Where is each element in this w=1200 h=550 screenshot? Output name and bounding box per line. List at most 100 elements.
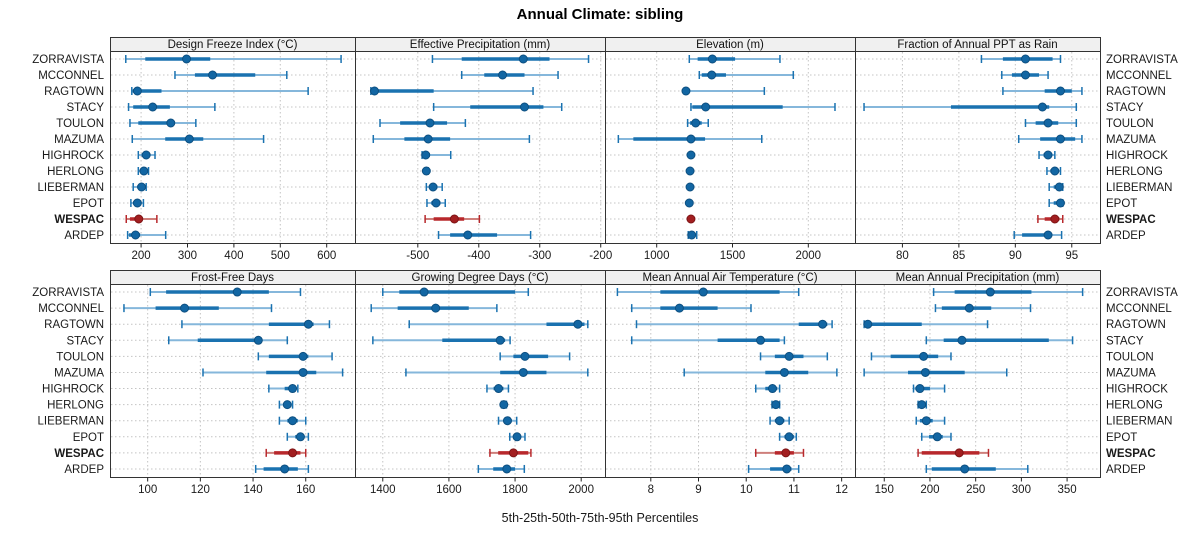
median-dot — [134, 214, 144, 224]
median-dot — [280, 464, 290, 474]
x-tick-label: 1600 — [436, 484, 462, 496]
station-label-right-stacy: STACY — [1106, 335, 1144, 347]
series-stacy — [925, 335, 1074, 345]
station-label-left-zorravista: ZORRAVISTA — [32, 287, 104, 299]
x-tick-label: 12 — [835, 484, 848, 496]
x-tick-label: 90 — [1009, 250, 1022, 262]
x-tick-label: 600 — [317, 250, 336, 262]
station-label-right-epot: EPOT — [1106, 198, 1137, 210]
median-dot — [518, 367, 528, 377]
median-dot — [520, 102, 530, 112]
series-zorravista — [980, 54, 1062, 64]
median-dot — [508, 448, 518, 458]
median-dot — [425, 118, 435, 128]
station-labels-right: ZORRAVISTA MCCONNEL RAGTOWN STACY TOULON MAZU… — [1106, 54, 1178, 242]
station-label-left-ardep: ARDEP — [64, 230, 104, 242]
median-dot — [921, 416, 931, 426]
panel-plot-area — [605, 51, 856, 244]
series-epot — [920, 432, 952, 442]
panel-strip-title: Design Freeze Index (°C) — [168, 39, 298, 51]
x-tick-label: 200 — [920, 484, 939, 496]
station-label-left-mcconnel: MCCONNEL — [38, 70, 104, 82]
panel-grid — [111, 52, 354, 242]
series-epot — [778, 432, 798, 442]
median-dot — [686, 150, 696, 160]
station-label-left-toulon: TOULON — [56, 118, 104, 130]
series-wespac — [125, 214, 158, 224]
median-dot — [166, 118, 176, 128]
median-dot — [957, 335, 967, 345]
median-dot — [920, 367, 930, 377]
median-dot — [253, 335, 263, 345]
series-toulon — [870, 351, 952, 361]
series-toulon — [499, 351, 571, 361]
station-label-right-ragtown: RAGTOWN — [1106, 86, 1166, 98]
series-lieberman — [497, 416, 518, 426]
median-dot — [707, 54, 717, 64]
median-dot — [139, 166, 149, 176]
median-dot — [184, 134, 194, 144]
median-dot — [1020, 70, 1030, 80]
x-tick-label: 400 — [224, 250, 243, 262]
series-highrock — [268, 384, 299, 394]
median-dot — [295, 432, 305, 442]
series-herlong — [421, 166, 431, 176]
series-stacy — [372, 335, 511, 345]
series-highrock — [686, 150, 696, 160]
panel-strip-title: Mean Annual Air Temperature (°C) — [642, 272, 817, 284]
x-tick-label: 9 — [695, 484, 701, 496]
panel-strip-title: Mean Annual Precipitation (mm) — [896, 272, 1060, 284]
station-label-left-lieberman: LIEBERMAN — [38, 416, 104, 428]
station-label-left-herlong: HERLONG — [47, 166, 104, 178]
median-dot — [423, 134, 433, 144]
station-label-right-stacy: STACY — [1106, 102, 1144, 114]
station-label-right-highrock: HIGHROCK — [1106, 150, 1168, 162]
x-tick-label: 10 — [740, 484, 753, 496]
series-zorravista — [149, 287, 302, 297]
median-dot — [1050, 214, 1060, 224]
station-label-left-wespac: WESPAC — [54, 214, 104, 226]
station-label-right-highrock: HIGHROCK — [1106, 384, 1168, 396]
station-label-left-mazuma: MAZUMA — [54, 134, 104, 146]
median-dot — [1043, 118, 1053, 128]
series-wespac — [1037, 214, 1064, 224]
series-ardep — [477, 464, 526, 474]
station-label-right-epot: EPOT — [1106, 432, 1137, 444]
x-tick-label: 150 — [875, 484, 894, 496]
x-tick-label: 100 — [138, 484, 157, 496]
station-labels-left: ZORRAVISTA MCCONNEL RAGTOWN STACY TOULON MAZU… — [32, 287, 104, 476]
median-dot — [818, 319, 828, 329]
series-zorravista — [125, 54, 342, 64]
median-dot — [685, 166, 695, 176]
series-ardep — [254, 464, 310, 474]
x-axis: 200 300 400 500 600 — [131, 243, 336, 262]
x-axis: -500 -400 -300 -200 — [406, 243, 612, 262]
median-dot — [288, 416, 298, 426]
series-mcconnel — [934, 303, 1032, 313]
series-mazuma — [617, 134, 763, 144]
series-epot — [684, 198, 694, 208]
median-dot — [1043, 150, 1053, 160]
x-axis: 8 9 10 11 12 — [648, 477, 848, 496]
median-dot — [463, 230, 473, 240]
median-dot — [1020, 54, 1030, 64]
x-tick-label: 1000 — [644, 250, 670, 262]
series-epot — [130, 198, 145, 208]
median-dot — [701, 102, 711, 112]
station-label-left-highrock: HIGHROCK — [42, 150, 104, 162]
series-highrock — [137, 150, 156, 160]
station-label-right-lieberman: LIEBERMAN — [1106, 182, 1172, 194]
series-lieberman — [132, 182, 147, 192]
station-label-left-mcconnel: MCCONNEL — [38, 303, 104, 315]
series-ardep — [437, 230, 532, 240]
series-mazuma — [202, 367, 344, 377]
station-label-left-lieberman: LIEBERMAN — [38, 182, 104, 194]
series-mcconnel — [370, 303, 498, 313]
panel-grid — [356, 285, 604, 476]
station-label-right-zorravista: ZORRAVISTA — [1106, 54, 1178, 66]
median-dot — [494, 384, 504, 394]
panel-elevation-m: Elevation (m) 1000 1500 2000 — [605, 37, 856, 262]
median-dot — [1043, 230, 1053, 240]
